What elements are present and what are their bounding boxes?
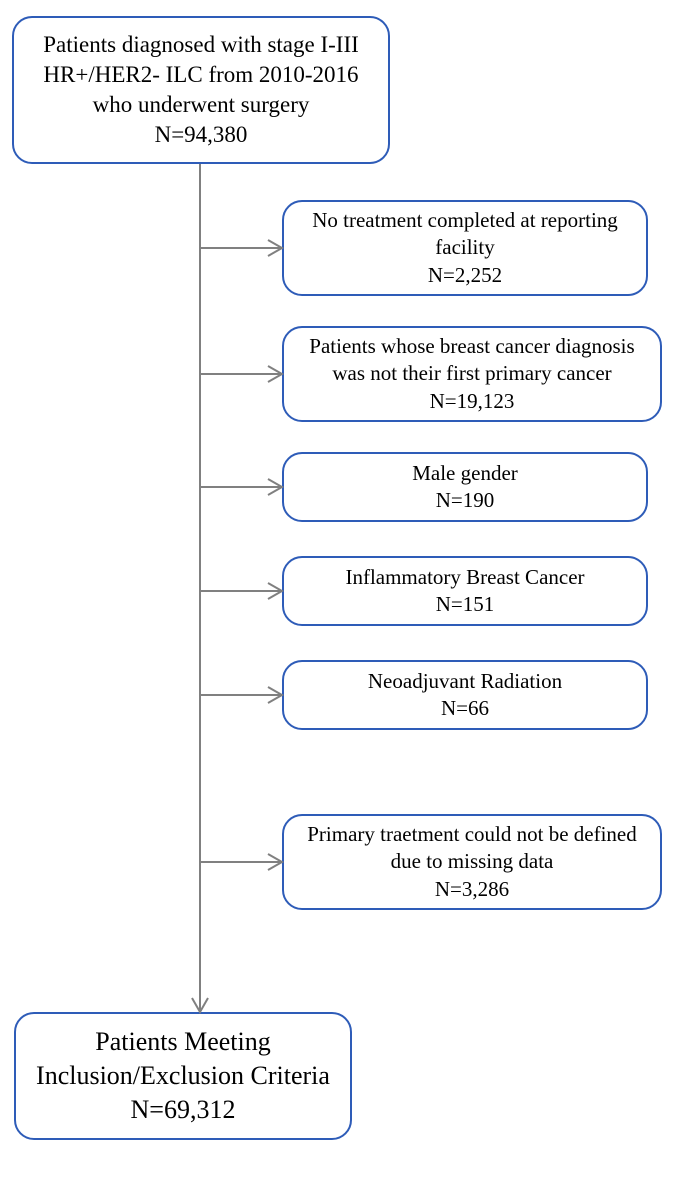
flow-connectors — [0, 0, 685, 1178]
